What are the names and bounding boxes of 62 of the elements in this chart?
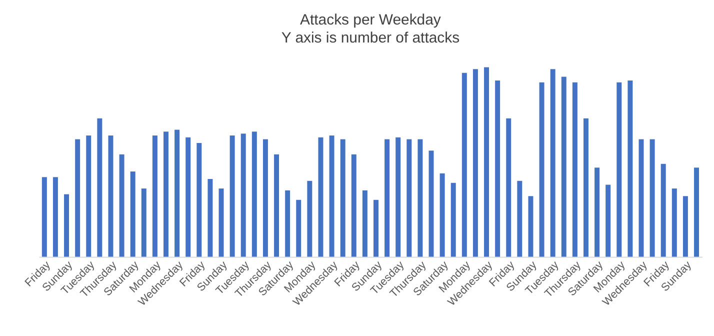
bar	[528, 196, 534, 257]
bar	[428, 150, 434, 257]
bar	[42, 177, 47, 257]
bar	[462, 72, 467, 257]
bar	[396, 137, 401, 257]
bar	[660, 164, 666, 257]
bar	[64, 194, 70, 257]
chart-subtitle: Y axis is number of attacks	[281, 29, 460, 46]
bar	[86, 135, 92, 257]
bar	[307, 180, 312, 257]
bar	[274, 154, 280, 257]
bar	[75, 139, 80, 257]
bar	[252, 132, 257, 257]
bar	[594, 168, 600, 257]
bar	[572, 82, 578, 257]
bar	[164, 132, 168, 257]
bar	[650, 139, 655, 257]
bar	[262, 139, 268, 257]
bar	[196, 143, 202, 257]
bar	[141, 188, 146, 257]
bar	[186, 137, 191, 257]
bar	[418, 139, 423, 257]
bar	[506, 118, 512, 257]
bar	[583, 118, 588, 257]
bar	[472, 69, 478, 257]
bar	[296, 200, 302, 257]
bar	[550, 69, 556, 257]
chart-title: Attacks per Weekday	[300, 11, 442, 28]
bar	[682, 196, 688, 257]
bar	[616, 82, 622, 257]
bar	[638, 139, 644, 257]
bar	[340, 139, 346, 257]
bar	[517, 180, 522, 257]
bar	[362, 190, 368, 257]
bar	[108, 135, 114, 257]
bar	[561, 76, 566, 257]
bar	[119, 154, 124, 257]
bar	[450, 182, 456, 257]
bar	[384, 139, 390, 257]
bar	[285, 190, 290, 257]
bar	[628, 80, 633, 257]
bar	[329, 135, 334, 257]
bar	[230, 135, 235, 257]
bar	[208, 179, 213, 257]
bar	[373, 200, 378, 257]
bar	[152, 135, 158, 257]
bar	[484, 67, 490, 257]
bar	[440, 173, 445, 257]
bar	[174, 130, 180, 257]
bar	[97, 118, 102, 257]
bar	[318, 137, 324, 257]
bar	[52, 177, 58, 257]
bar	[672, 188, 677, 257]
bar	[130, 171, 136, 257]
bar	[606, 184, 611, 257]
bar	[694, 168, 699, 257]
bar	[240, 134, 246, 257]
bar	[218, 188, 224, 257]
bar	[406, 139, 412, 257]
bar	[495, 80, 500, 257]
bar	[351, 154, 356, 257]
bar	[539, 82, 544, 257]
